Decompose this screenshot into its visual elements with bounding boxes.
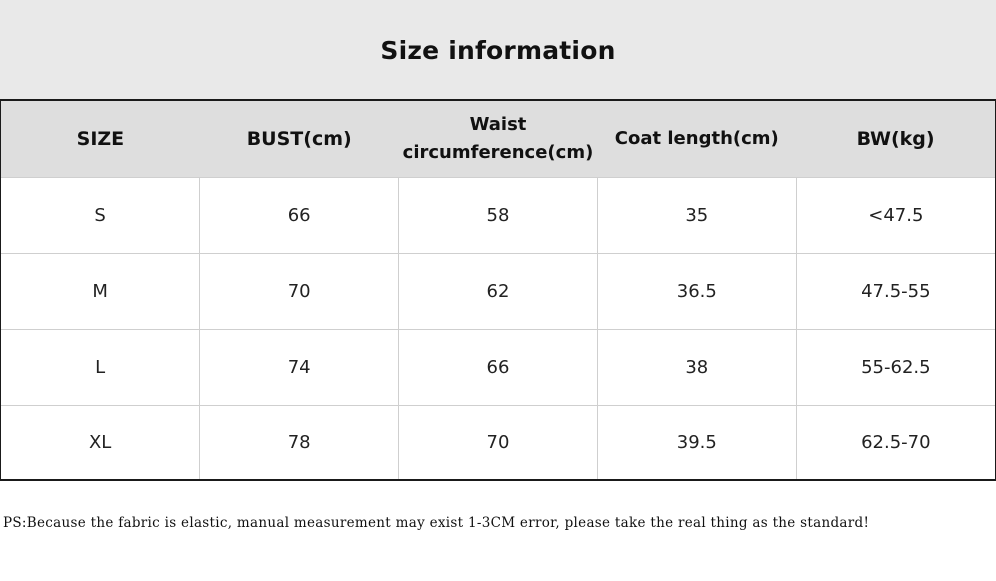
size-table: SIZE BUST(cm) Waist circumference(cm) Co… bbox=[1, 101, 995, 479]
table-header: SIZE BUST(cm) Waist circumference(cm) Co… bbox=[1, 101, 995, 177]
cell-coat-length: 35 bbox=[596, 176, 797, 253]
cell-bw: 55-62.5 bbox=[795, 328, 995, 405]
header-waist: Waist circumference(cm) bbox=[399, 101, 598, 177]
header-size: SIZE bbox=[76, 127, 125, 150]
cell-coat-length: 39.5 bbox=[596, 404, 797, 479]
cell-coat-length: 36.5 bbox=[596, 252, 797, 329]
measurement-note: PS:Because the fabric is elastic, manual… bbox=[3, 515, 870, 531]
table-row: M 70 62 36.5 47.5-55 bbox=[1, 252, 995, 329]
cell-bust: 74 bbox=[199, 328, 399, 405]
page-title: Size information bbox=[380, 35, 616, 65]
header-waist-line1: Waist bbox=[469, 113, 527, 135]
header-row: SIZE BUST(cm) Waist circumference(cm) Co… bbox=[1, 101, 995, 177]
cell-size: L bbox=[1, 328, 200, 405]
cell-coat-length: 38 bbox=[596, 328, 797, 405]
cell-bw: <47.5 bbox=[795, 176, 995, 253]
table-row: S 66 58 35 <47.5 bbox=[1, 176, 995, 253]
cell-waist: 66 bbox=[398, 328, 598, 405]
table-body: S 66 58 35 <47.5 M 70 62 36.5 47.5-55 L … bbox=[1, 176, 995, 479]
header-bust: BUST(cm) bbox=[246, 127, 352, 150]
table-row: L 74 66 38 55-62.5 bbox=[1, 328, 995, 405]
cell-bust: 66 bbox=[199, 176, 399, 253]
cell-bust: 78 bbox=[199, 404, 399, 479]
cell-size: XL bbox=[1, 404, 200, 479]
header-coat-length: Coat length(cm) bbox=[614, 127, 779, 149]
cell-waist: 62 bbox=[398, 252, 598, 329]
header-waist-line2: circumference(cm) bbox=[402, 141, 594, 163]
cell-size: S bbox=[1, 176, 200, 253]
cell-bw: 62.5-70 bbox=[795, 404, 995, 479]
cell-waist: 58 bbox=[398, 176, 598, 253]
cell-waist: 70 bbox=[398, 404, 598, 479]
size-table-container: SIZE BUST(cm) Waist circumference(cm) Co… bbox=[0, 99, 996, 481]
header-bw: BW(kg) bbox=[856, 127, 935, 150]
table-row: XL 78 70 39.5 62.5-70 bbox=[1, 404, 995, 479]
cell-bust: 70 bbox=[199, 252, 399, 329]
cell-bw: 47.5-55 bbox=[795, 252, 995, 329]
title-bar: Size information bbox=[0, 0, 996, 100]
cell-size: M bbox=[1, 252, 200, 329]
